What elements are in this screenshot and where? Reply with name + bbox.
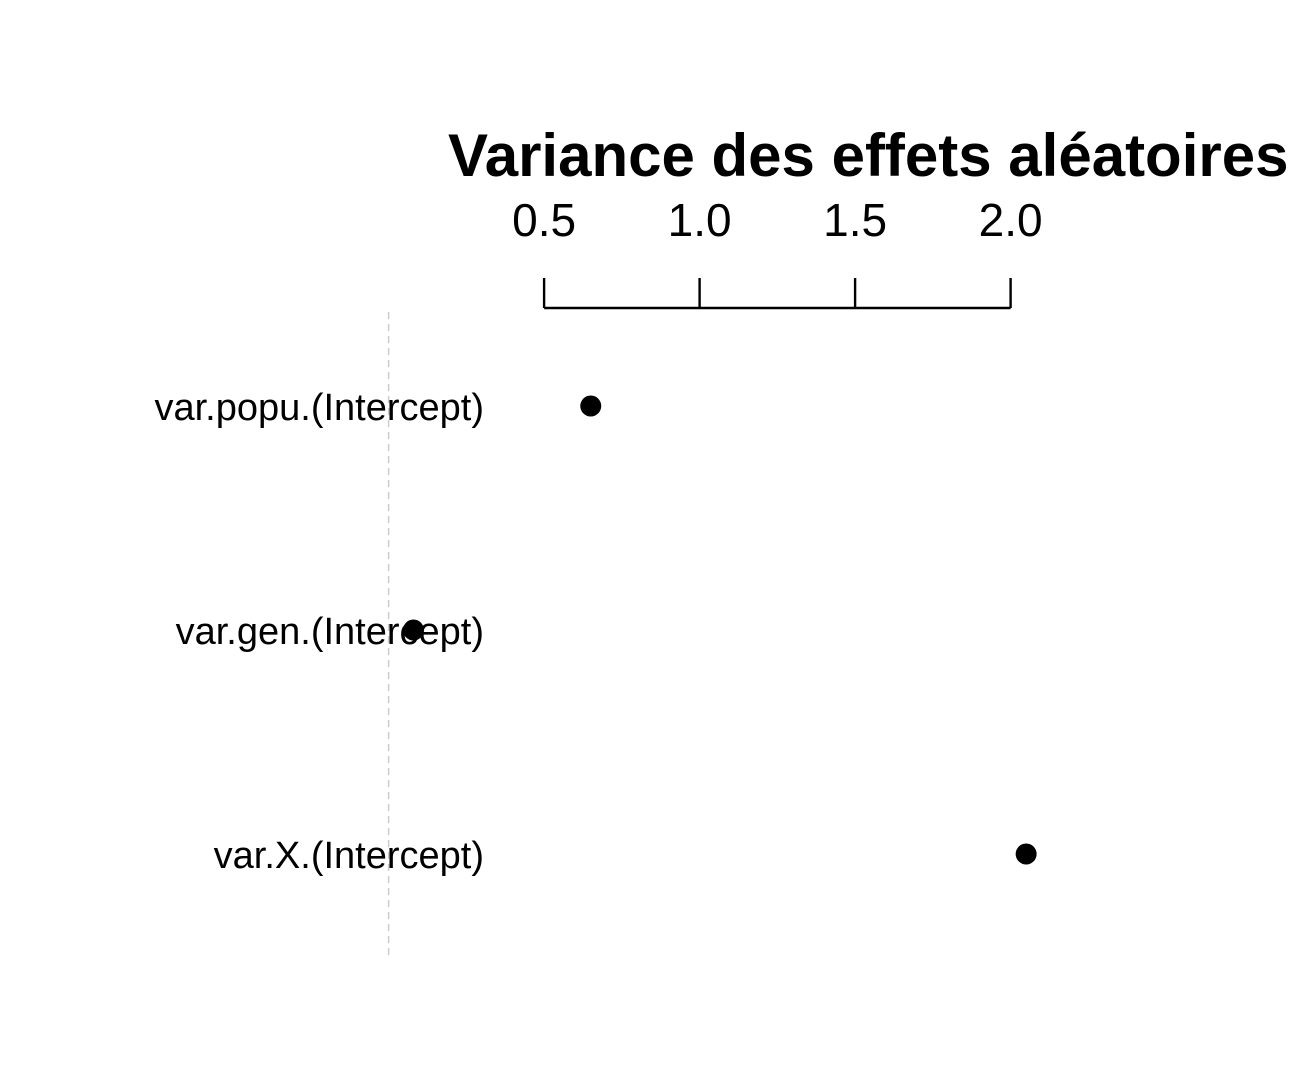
data-point [402,619,424,641]
x-axis-ticks: 0.5 1.0 1.5 2.0 [512,194,1043,308]
x-tick-label: 2.0 [979,194,1043,246]
x-tick-label: 0.5 [512,194,576,246]
data-points [402,395,1037,865]
row-label: var.X.(Intercept) [214,835,484,877]
x-tick-label: 1.5 [823,194,887,246]
row-label: var.popu.(Intercept) [154,387,484,429]
row-labels: var.popu.(Intercept) var.gen.(Intercept) v… [154,387,484,877]
row-label: var.gen.(Intercept) [176,611,484,653]
data-point [1015,843,1037,865]
data-point [580,395,602,417]
x-tick-label: 1.0 [668,194,732,246]
chart-title: Variance des effets aléatoires [448,122,1288,189]
